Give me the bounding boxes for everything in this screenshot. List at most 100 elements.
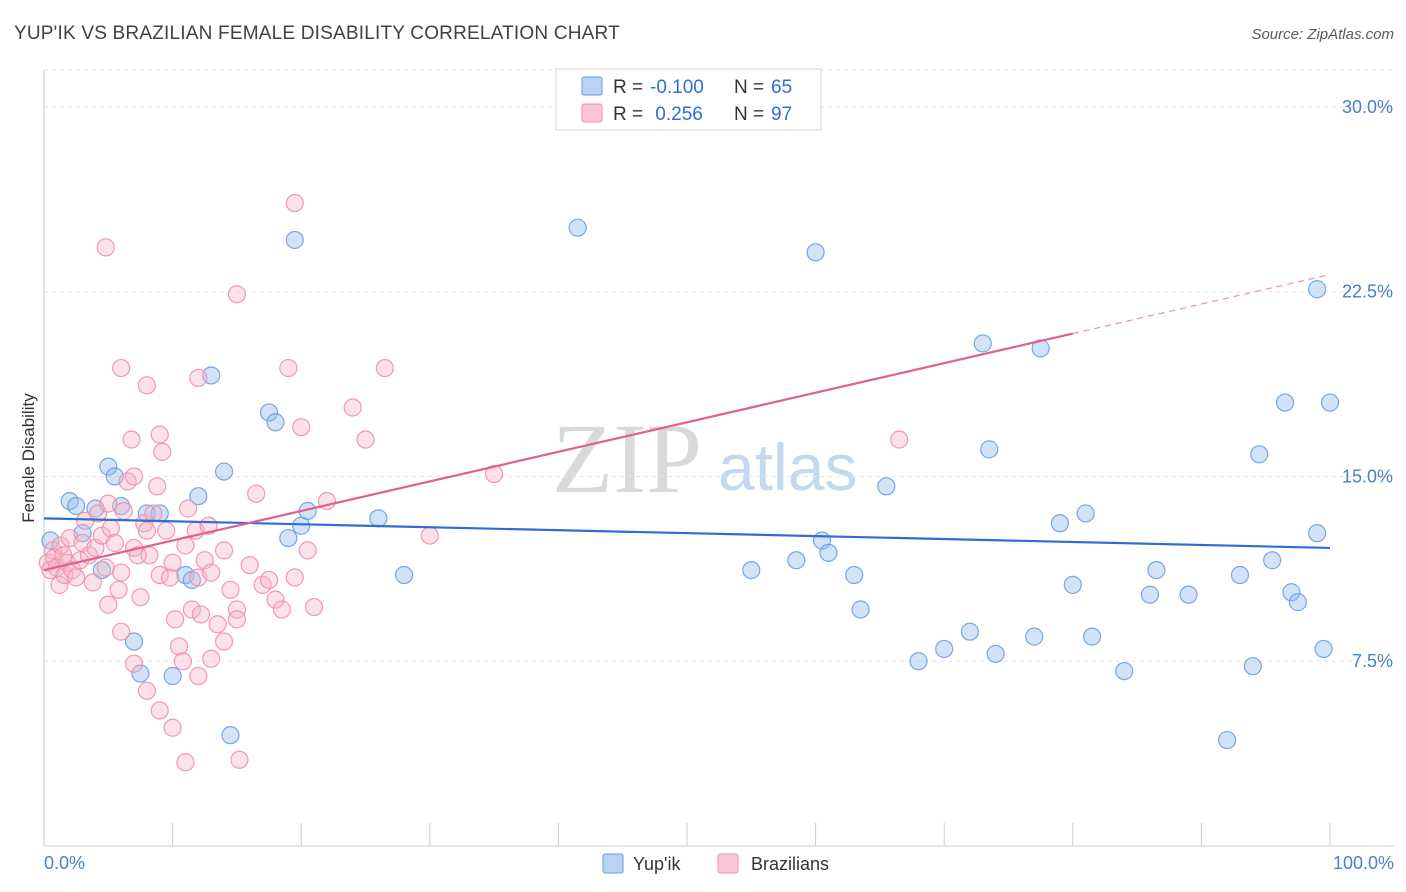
point-brazilians-95 bbox=[890, 430, 909, 449]
point-brazilians-94 bbox=[227, 610, 246, 629]
bottom-legend-swatch-yupik bbox=[602, 853, 624, 874]
point-brazilians-48 bbox=[182, 600, 201, 619]
legend-r-label-brazilians: R = bbox=[613, 104, 643, 125]
point-brazilians-89 bbox=[163, 718, 182, 737]
point-brazilians-91 bbox=[189, 666, 208, 686]
point-yup-ik-28 bbox=[568, 218, 587, 237]
trend-line-brazilians bbox=[43, 332, 1074, 572]
x-axis-ticks bbox=[43, 823, 1331, 846]
legend-r-label-yupik: R = bbox=[613, 77, 643, 98]
point-yup-ik-46 bbox=[1063, 575, 1082, 594]
point-yup-ik-52 bbox=[1179, 585, 1198, 604]
point-yup-ik-31 bbox=[806, 243, 825, 262]
point-brazilians-85 bbox=[112, 622, 131, 641]
point-yup-ik-25 bbox=[285, 230, 304, 250]
trend-layer bbox=[43, 273, 1331, 572]
point-yup-ik-58 bbox=[1275, 393, 1295, 412]
point-brazilians-79 bbox=[150, 425, 169, 444]
point-yup-ik-45 bbox=[1050, 514, 1070, 533]
x-tick-label-max: 100.0% bbox=[1333, 853, 1394, 873]
point-brazilians-96 bbox=[304, 597, 324, 617]
point-yup-ik-51 bbox=[1147, 560, 1166, 580]
point-brazilians-37 bbox=[148, 477, 167, 496]
point-brazilians-69 bbox=[298, 541, 317, 560]
bottom-legend-swatch-brazilians bbox=[717, 853, 739, 874]
point-yup-ik-5 bbox=[99, 457, 118, 476]
point-brazilians-27 bbox=[114, 501, 133, 521]
point-brazilians-68 bbox=[292, 418, 311, 437]
point-brazilians-65 bbox=[272, 600, 292, 619]
point-brazilians-59 bbox=[230, 750, 249, 769]
point-yup-ik-48 bbox=[1082, 627, 1102, 646]
point-brazilians-41 bbox=[160, 568, 180, 587]
chart-title: YUP'IK VS BRAZILIAN FEMALE DISABILITY CO… bbox=[14, 23, 620, 44]
point-brazilians-5 bbox=[50, 575, 69, 594]
point-yup-ik-27 bbox=[394, 565, 414, 585]
legend-n-value-brazilians: 97 bbox=[771, 104, 792, 125]
point-yup-ik-60 bbox=[1288, 593, 1307, 612]
point-yup-ik-55 bbox=[1243, 657, 1262, 676]
point-yup-ik-30 bbox=[787, 551, 806, 570]
point-yup-ik-41 bbox=[980, 440, 999, 459]
legend-n-label-yupik: N = bbox=[734, 77, 764, 98]
point-yup-ik-33 bbox=[819, 543, 838, 562]
point-yup-ik-54 bbox=[1230, 565, 1250, 585]
point-yup-ik-63 bbox=[1320, 393, 1340, 412]
point-brazilians-51 bbox=[191, 605, 210, 624]
legend-r-value-brazilians: 0.256 bbox=[650, 104, 703, 125]
point-yup-ik-59 bbox=[1282, 583, 1301, 602]
point-yup-ik-34 bbox=[845, 565, 864, 585]
point-brazilians-90 bbox=[176, 753, 195, 772]
legend-swatch-yupik bbox=[581, 76, 603, 96]
watermark-zip: ZIP bbox=[552, 403, 702, 514]
point-yup-ik-61 bbox=[1308, 524, 1327, 543]
point-brazilians-36 bbox=[144, 504, 163, 523]
point-brazilians-32 bbox=[131, 588, 150, 607]
point-brazilians-58 bbox=[227, 600, 246, 619]
point-yup-ik-13 bbox=[163, 666, 182, 686]
point-brazilians-66 bbox=[279, 358, 298, 378]
point-brazilians-39 bbox=[153, 442, 172, 461]
point-yup-ik-42 bbox=[986, 644, 1005, 663]
point-brazilians-45 bbox=[173, 652, 192, 671]
trend-line-yup-ik bbox=[43, 517, 1331, 550]
point-brazilians-88 bbox=[150, 701, 169, 720]
point-yup-ik-56 bbox=[1250, 445, 1269, 464]
point-brazilians-78 bbox=[137, 376, 156, 395]
trend-line-ext-brazilians bbox=[1072, 273, 1331, 335]
point-brazilians-64 bbox=[266, 590, 285, 609]
point-yup-ik-37 bbox=[909, 652, 928, 671]
y-tick-label-1: 15.0% bbox=[1342, 466, 1393, 486]
y-tick-label-3: 30.0% bbox=[1342, 97, 1393, 117]
point-brazilians-56 bbox=[214, 541, 234, 560]
point-brazilians-80 bbox=[189, 368, 208, 388]
y-axis-label: Female Disability bbox=[19, 393, 38, 523]
point-brazilians-81 bbox=[227, 285, 246, 304]
point-brazilians-57 bbox=[221, 580, 240, 599]
point-yup-ik-43 bbox=[1025, 627, 1044, 646]
point-brazilians-82 bbox=[285, 193, 304, 213]
point-brazilians-67 bbox=[285, 568, 304, 587]
point-brazilians-87 bbox=[137, 681, 156, 700]
point-brazilians-60 bbox=[240, 556, 259, 575]
point-brazilians-25 bbox=[109, 580, 128, 599]
point-brazilians-24 bbox=[105, 533, 124, 553]
point-yup-ik-22 bbox=[279, 528, 298, 548]
watermark-atlas: atlas bbox=[718, 430, 857, 504]
legend-swatch-brazilians bbox=[581, 103, 603, 123]
y-tick-label-0: 7.5% bbox=[1352, 651, 1393, 671]
point-yup-ik-35 bbox=[851, 600, 870, 619]
point-brazilians-47 bbox=[178, 499, 198, 518]
point-brazilians-12 bbox=[67, 568, 86, 587]
y-tick-label-2: 22.5% bbox=[1342, 282, 1393, 302]
point-brazilians-40 bbox=[157, 521, 176, 540]
point-brazilians-73 bbox=[375, 358, 394, 378]
point-yup-ik-36 bbox=[877, 477, 896, 496]
point-brazilians-71 bbox=[343, 398, 362, 417]
point-yup-ik-47 bbox=[1076, 504, 1095, 523]
chart-source: Source: ZipAtlas.com bbox=[1251, 26, 1394, 43]
point-brazilians-74 bbox=[420, 526, 439, 545]
point-yup-ik-38 bbox=[935, 639, 954, 659]
legend-n-label-brazilians: N = bbox=[734, 104, 764, 125]
